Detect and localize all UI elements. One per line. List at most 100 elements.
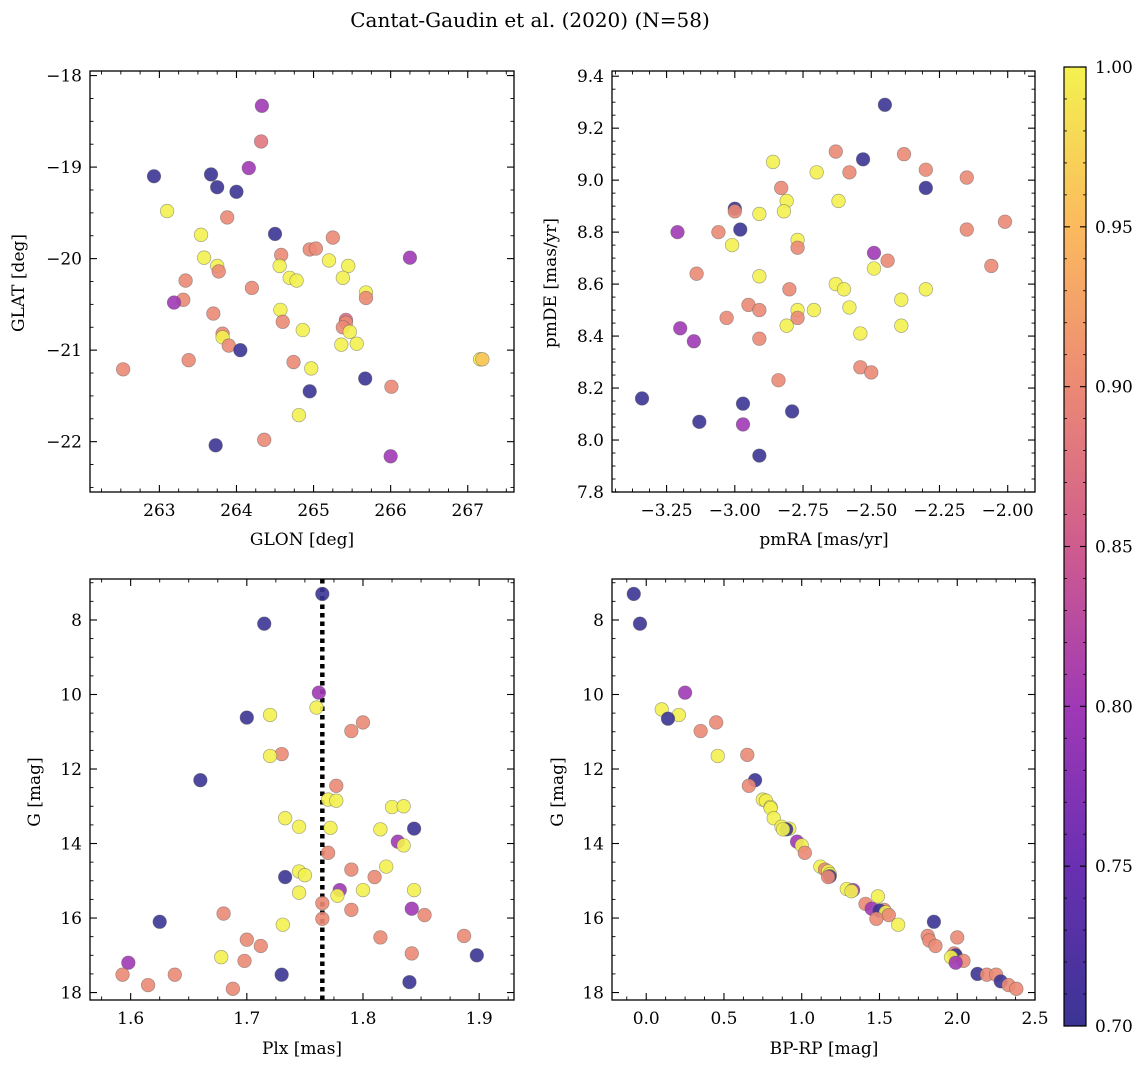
x-tick-label: −2.75: [777, 501, 829, 521]
data-point: [896, 147, 912, 162]
x-tick-label: 0.5: [710, 1009, 737, 1029]
data-point: [152, 914, 167, 929]
data-point: [406, 821, 422, 836]
colorbar-tick-label: 1.00: [1095, 58, 1133, 78]
data-point: [167, 967, 182, 982]
x-tick-label: 1.8: [349, 1009, 376, 1029]
data-point: [358, 371, 373, 386]
data-point: [406, 882, 422, 898]
data-point: [335, 270, 351, 285]
x-tick-label: 265: [297, 501, 329, 521]
colorbar-tick-label: 0.70: [1095, 1017, 1133, 1037]
data-point: [253, 134, 269, 149]
panel-bprp-g: BP-RP [mag] G [mag] 0.0 0.5 1.0 1.5 2.0 2.5 8 1…: [548, 578, 1049, 1059]
data-point: [329, 778, 344, 793]
y-tick-label: 8.8: [577, 223, 604, 243]
data-point: [711, 224, 726, 240]
data-point: [342, 324, 357, 339]
data-point: [806, 302, 822, 318]
data-point: [752, 302, 767, 318]
data-point: [272, 258, 287, 274]
data-point: [842, 165, 857, 180]
data-point: [784, 404, 800, 419]
x-axis-label: BP-RP [mag]: [770, 1039, 879, 1059]
x-tick-label: −2.00: [982, 501, 1034, 521]
colorbar-tick-label: 0.80: [1095, 697, 1133, 717]
x-axis-label: Plx [mas]: [262, 1039, 342, 1059]
data-point: [308, 241, 324, 256]
data-point: [776, 204, 792, 219]
data-point: [344, 862, 359, 877]
data-point: [208, 438, 223, 453]
data-point: [241, 160, 256, 176]
plot-frame: [611, 70, 1036, 493]
colorbar-tick-label: 0.95: [1095, 218, 1133, 238]
data-point: [918, 282, 933, 297]
x-tick-label: 267: [452, 501, 484, 521]
y-tick-label: −18: [46, 67, 82, 87]
data-point: [797, 845, 812, 860]
data-point: [821, 869, 836, 885]
data-point: [253, 938, 268, 954]
y-tick-label: −20: [46, 250, 82, 270]
data-point: [771, 373, 786, 388]
data-point: [402, 250, 418, 265]
data-point: [869, 911, 884, 926]
data-point: [244, 280, 260, 296]
data-point: [275, 917, 290, 932]
data-point: [626, 586, 641, 602]
data-point: [267, 226, 283, 242]
data-point: [320, 845, 336, 860]
y-tick-label: −22: [46, 433, 82, 453]
data-point: [660, 711, 676, 726]
data-point: [719, 310, 734, 326]
x-tick-label: 266: [374, 501, 406, 521]
data-point: [216, 906, 231, 921]
data-point: [309, 700, 324, 715]
x-tick-label: 1.6: [117, 1009, 144, 1029]
data-point: [329, 793, 344, 808]
data-point: [193, 773, 208, 788]
y-axis-label: GLAT [deg]: [9, 234, 29, 332]
x-tick-label: 1.0: [788, 1009, 815, 1029]
data-point: [709, 715, 724, 730]
data-point: [367, 869, 382, 885]
data-point: [275, 314, 290, 329]
data-point: [689, 266, 704, 281]
y-tick-label: 16: [582, 909, 604, 929]
data-point: [334, 337, 349, 352]
y-tick-label: 18: [60, 984, 82, 1004]
colorbar-tick-label: 0.75: [1095, 857, 1133, 877]
data-point: [257, 432, 272, 447]
x-tick-label: 1.9: [466, 1009, 493, 1029]
data-point: [330, 888, 345, 903]
data-point: [254, 98, 270, 113]
y-tick-label: 10: [60, 685, 82, 705]
x-tick-label: 0.0: [633, 1009, 660, 1029]
data-point: [373, 930, 388, 945]
data-point: [775, 822, 791, 837]
data-point: [782, 282, 797, 297]
data-point: [289, 273, 304, 288]
data-point: [752, 331, 767, 346]
data-point: [321, 253, 337, 268]
data-point: [959, 222, 974, 237]
panel-plx-g: Plx [mas] G [mag] 1.6 1.7 1.8 1.9 8 10 12 14 16 1…: [25, 578, 515, 1059]
data-point: [733, 222, 748, 237]
y-tick-label: 9.4: [577, 67, 604, 87]
data-point: [304, 361, 319, 376]
data-point: [344, 723, 359, 739]
data-point: [311, 685, 326, 700]
data-point: [239, 932, 254, 947]
data-point: [373, 822, 388, 837]
data-point: [115, 967, 130, 982]
y-tick-label: 8.2: [577, 379, 604, 399]
data-point: [677, 685, 693, 700]
data-point: [864, 365, 879, 380]
data-point: [752, 448, 767, 463]
data-point: [670, 224, 685, 240]
data-point: [355, 882, 371, 898]
data-point: [262, 707, 278, 723]
y-tick-label: −21: [46, 341, 82, 361]
x-tick-label: 264: [220, 501, 252, 521]
